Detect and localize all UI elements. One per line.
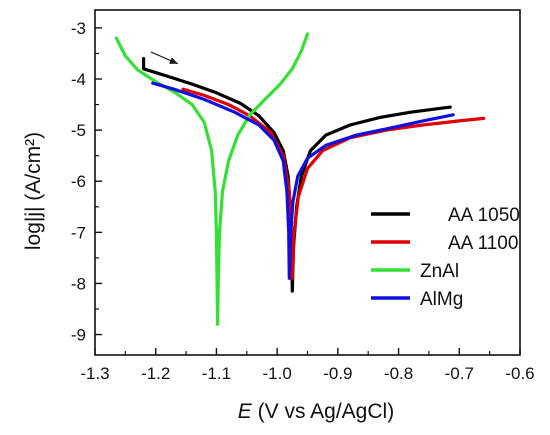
x-tick-label: -1.3 [80, 364, 109, 383]
y-tick-label: -9 [71, 326, 86, 345]
x-axis-title: E (V vs Ag/AgCl) [238, 400, 394, 423]
legend-label-0: AA 1050 [448, 205, 520, 226]
legend-label-3: AlMg [420, 289, 463, 310]
legend: AA 1050 AA 1100 ZnAl AlMg [371, 205, 520, 310]
x-axis-title-rest: (V vs Ag/AgCl) [252, 400, 394, 423]
arrow-head [169, 57, 178, 64]
series-line-1 [181, 87, 486, 280]
x-tick-label: -1.1 [202, 364, 231, 383]
x-tick-label: -1.2 [141, 364, 170, 383]
x-tick-label: -0.6 [505, 364, 534, 383]
curves-layer [114, 32, 486, 326]
x-tick-label: -0.7 [445, 364, 474, 383]
x-tick-label: -1.0 [262, 364, 291, 383]
y-axis-ticks: -9 -8 -7 -6 -5 -4 -3 [71, 19, 102, 345]
x-tick-label: -0.8 [384, 364, 413, 383]
x-tick-label: -0.9 [323, 364, 352, 383]
y-tick-label: -8 [71, 274, 86, 293]
y-tick-label: -4 [71, 70, 86, 89]
series-line-3 [151, 81, 455, 280]
x-axis-ticks: -1.3 -1.2 -1.1 -1.0 -0.9 -0.8 -0.7 -0.6 [80, 348, 535, 383]
legend-label-2: ZnAl [420, 261, 459, 282]
y-tick-label: -7 [71, 223, 86, 242]
legend-label-1: AA 1100 [448, 233, 518, 254]
sweep-direction-arrow [150, 51, 179, 65]
y-axis-title: log|j| (A/cm²) [22, 132, 45, 250]
y-tick-label: -5 [71, 121, 86, 140]
series-line-2 [114, 32, 310, 326]
y-tick-label: -3 [71, 19, 86, 38]
x-axis-title-symbol: E [238, 400, 253, 423]
y-tick-label: -6 [71, 172, 86, 191]
